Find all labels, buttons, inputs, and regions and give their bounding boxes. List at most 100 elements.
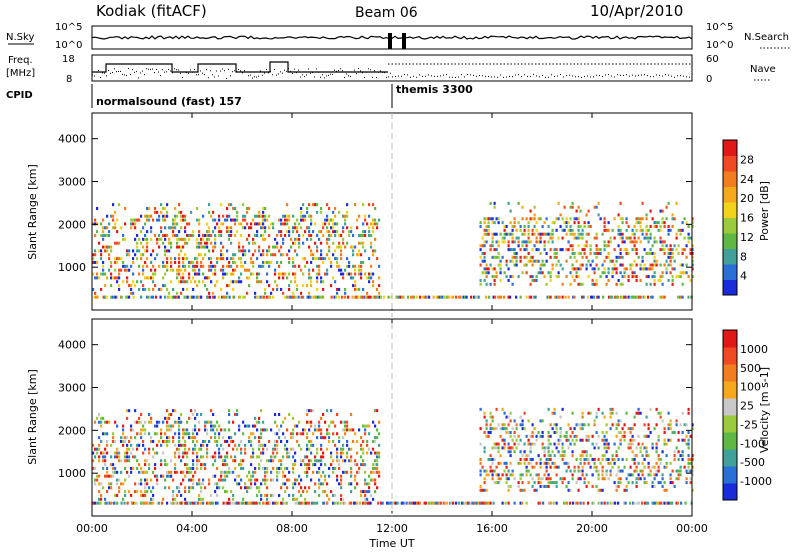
range-cell xyxy=(286,451,289,455)
range-cell xyxy=(354,268,357,272)
range-cell xyxy=(94,466,97,470)
range-cell xyxy=(164,284,167,288)
range-cell xyxy=(228,233,231,237)
range-cell xyxy=(338,241,341,245)
range-cell xyxy=(262,451,265,455)
range-cell xyxy=(140,428,143,432)
range-cell xyxy=(545,232,548,236)
range-cell xyxy=(312,295,315,299)
range-cell xyxy=(326,203,329,207)
range-cell xyxy=(501,236,504,240)
range-cell xyxy=(378,432,381,436)
range-cell xyxy=(284,272,287,276)
range-cell xyxy=(691,488,694,492)
range-cell xyxy=(192,264,195,268)
range-cell xyxy=(234,459,237,463)
range-cell xyxy=(206,451,209,455)
range-cell xyxy=(126,253,129,257)
range-cell xyxy=(334,249,337,253)
range-cell xyxy=(557,465,560,469)
range-cell xyxy=(126,443,129,447)
range-cell xyxy=(291,295,294,299)
range-cell xyxy=(150,230,153,234)
range-cell xyxy=(178,268,181,272)
range-cell xyxy=(523,228,526,232)
colorbar-segment xyxy=(723,415,737,433)
range-cell xyxy=(366,501,369,505)
range-cell xyxy=(176,486,179,490)
range-cell xyxy=(523,450,526,454)
range-cell xyxy=(304,214,307,218)
range-cell xyxy=(605,282,608,286)
range-cell xyxy=(635,295,638,299)
range-cell xyxy=(252,474,255,478)
range-cell xyxy=(620,295,623,299)
range-cell xyxy=(280,222,283,226)
range-cell xyxy=(154,432,157,436)
range-cell xyxy=(292,432,295,436)
range-cell xyxy=(669,438,672,442)
range-cell xyxy=(272,478,275,482)
range-cell xyxy=(595,205,598,209)
range-cell xyxy=(458,295,461,299)
range-cell xyxy=(561,248,564,252)
range-cell xyxy=(208,230,211,234)
range-cell xyxy=(635,411,638,415)
range-cell xyxy=(98,490,101,494)
range-cell xyxy=(142,237,145,241)
range-cell xyxy=(94,420,97,424)
range-cell xyxy=(274,253,277,257)
freq-dot xyxy=(566,75,567,77)
range-cell xyxy=(188,436,191,440)
range-cell xyxy=(272,295,275,299)
range-cell xyxy=(140,420,143,424)
range-cell xyxy=(266,428,269,432)
range-cell xyxy=(232,470,235,474)
range-cell xyxy=(603,248,606,252)
range-cell xyxy=(585,454,588,458)
range-cell xyxy=(131,501,134,505)
range-cell xyxy=(152,272,155,276)
range-cell xyxy=(645,450,648,454)
range-cell xyxy=(555,275,558,279)
range-cell xyxy=(178,257,181,261)
range-cell xyxy=(274,501,277,505)
range-cell xyxy=(308,439,311,443)
range-cell xyxy=(571,251,574,255)
range-cell xyxy=(136,432,139,436)
range-cell xyxy=(152,493,155,497)
range-cell xyxy=(342,501,345,505)
range-cell xyxy=(252,264,255,268)
range-cell xyxy=(687,469,690,473)
range-cell xyxy=(218,218,221,222)
range-cell xyxy=(483,259,486,263)
range-cell xyxy=(280,260,283,264)
range-cell xyxy=(370,478,373,482)
range-cell xyxy=(633,295,636,299)
range-cell xyxy=(617,224,620,228)
range-cell xyxy=(545,251,548,255)
range-cell xyxy=(338,436,341,440)
range-cell xyxy=(342,470,345,474)
range-cell xyxy=(184,280,187,284)
range-cell xyxy=(551,232,554,236)
range-cell xyxy=(204,486,207,490)
range-cell xyxy=(214,474,217,478)
range-cell xyxy=(302,490,305,494)
range-cell xyxy=(264,470,267,474)
range-cell xyxy=(344,287,347,291)
nsky-trace xyxy=(91,33,693,49)
range-cell xyxy=(360,436,363,440)
freq-dot xyxy=(262,74,263,76)
range-cell xyxy=(260,253,263,257)
freq-dot xyxy=(470,74,471,76)
range-cell xyxy=(489,457,492,461)
range-cell xyxy=(575,457,578,461)
range-cell xyxy=(126,501,129,505)
range-cell xyxy=(296,497,299,501)
range-cell xyxy=(621,275,624,279)
range-cell xyxy=(254,424,257,428)
range-cell xyxy=(369,501,372,505)
range-cell xyxy=(623,271,626,275)
freq-dot xyxy=(416,76,417,78)
